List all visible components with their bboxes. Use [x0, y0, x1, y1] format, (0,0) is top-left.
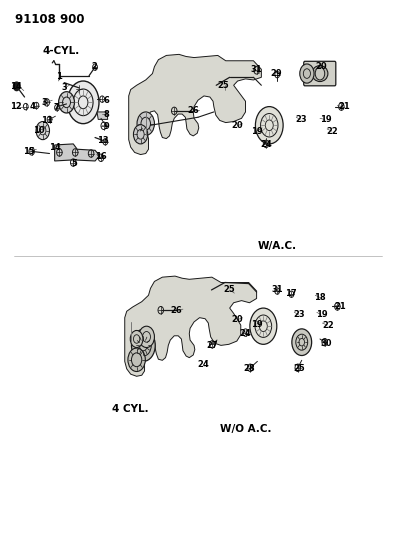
Text: 28: 28	[244, 365, 255, 373]
Text: 27: 27	[206, 341, 218, 350]
Text: 15: 15	[23, 147, 34, 156]
Text: 3: 3	[61, 83, 67, 92]
Text: 25: 25	[218, 81, 230, 90]
Text: 23: 23	[293, 310, 305, 319]
Text: 10: 10	[33, 126, 45, 134]
Polygon shape	[125, 276, 257, 376]
Text: 24: 24	[240, 329, 251, 338]
Circle shape	[36, 122, 50, 140]
Text: 16: 16	[95, 152, 107, 161]
Text: 14: 14	[49, 143, 61, 151]
Text: 4: 4	[30, 102, 35, 111]
Text: 21: 21	[339, 102, 350, 111]
Circle shape	[133, 125, 148, 144]
Text: 24: 24	[197, 360, 209, 369]
Text: 30: 30	[321, 340, 333, 348]
Text: 18: 18	[314, 293, 326, 302]
Text: 9: 9	[104, 123, 110, 131]
Text: W/A.C.: W/A.C.	[258, 241, 297, 251]
Text: 13: 13	[97, 136, 109, 145]
Circle shape	[13, 82, 20, 91]
Text: 1: 1	[56, 72, 61, 81]
Text: 3: 3	[42, 98, 47, 107]
Text: 5: 5	[72, 159, 77, 167]
Text: 11: 11	[41, 116, 53, 125]
Text: 25: 25	[293, 365, 305, 373]
Circle shape	[139, 326, 154, 348]
Text: 4-CYL.: 4-CYL.	[43, 46, 80, 55]
Text: 19: 19	[251, 320, 263, 328]
Circle shape	[59, 92, 74, 113]
Circle shape	[300, 64, 314, 83]
Text: 20: 20	[315, 62, 327, 70]
Text: 12: 12	[10, 102, 22, 111]
Text: 22: 22	[327, 127, 339, 135]
Ellipse shape	[312, 66, 328, 82]
Text: 91108 900: 91108 900	[15, 13, 85, 26]
Text: 19: 19	[320, 115, 331, 124]
Text: 26: 26	[171, 306, 183, 314]
Text: 20: 20	[231, 122, 243, 130]
Text: 26: 26	[187, 107, 199, 115]
Text: 4 CYL.: 4 CYL.	[112, 405, 149, 414]
Polygon shape	[97, 112, 108, 119]
Text: 25: 25	[223, 286, 235, 294]
Polygon shape	[129, 54, 261, 155]
Text: 6: 6	[103, 96, 109, 104]
Text: 17: 17	[285, 289, 297, 297]
FancyBboxPatch shape	[304, 61, 336, 86]
Text: 19: 19	[316, 310, 327, 319]
Polygon shape	[55, 144, 100, 161]
Text: 24: 24	[260, 141, 272, 149]
Circle shape	[315, 67, 325, 80]
Text: 14: 14	[10, 82, 22, 91]
Circle shape	[250, 308, 277, 344]
Text: 29: 29	[270, 69, 282, 78]
Text: 8: 8	[103, 110, 109, 119]
Text: 19: 19	[251, 127, 263, 135]
Text: 31: 31	[251, 65, 263, 74]
Text: 23: 23	[295, 115, 307, 124]
Text: W/O A.C.: W/O A.C.	[220, 424, 271, 434]
Circle shape	[130, 330, 143, 348]
Text: 7: 7	[53, 103, 59, 112]
Text: 20: 20	[232, 316, 244, 324]
Circle shape	[255, 107, 283, 144]
Text: 31: 31	[271, 286, 283, 294]
Circle shape	[128, 348, 145, 372]
Text: 22: 22	[322, 321, 334, 329]
Text: 2: 2	[91, 62, 97, 70]
Circle shape	[131, 329, 155, 361]
Text: 21: 21	[335, 302, 346, 311]
Circle shape	[292, 329, 312, 356]
Circle shape	[137, 112, 154, 135]
Circle shape	[67, 81, 99, 124]
